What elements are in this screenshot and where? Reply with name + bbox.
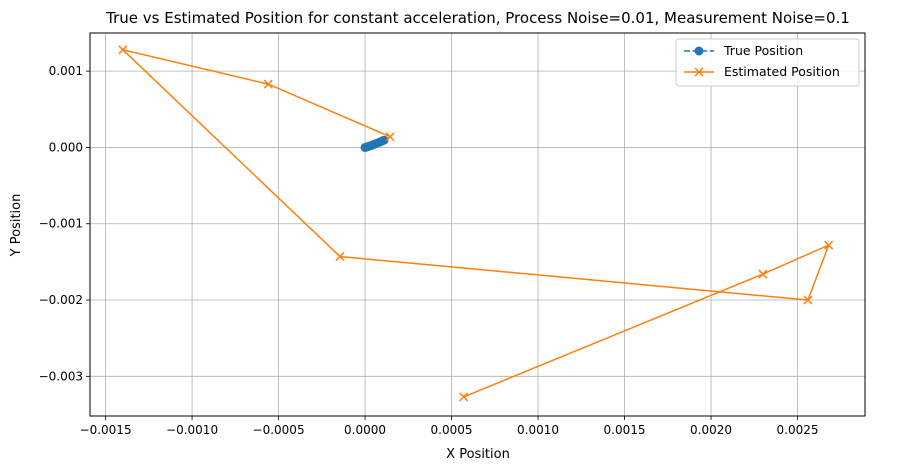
x-tick-label: −0.0015 [80, 423, 132, 437]
x-tick-label: 0.0020 [690, 423, 732, 437]
x-tick-label: −0.0005 [253, 423, 305, 437]
series-line-1 [120, 48, 831, 398]
y-tick-label: −0.002 [39, 293, 83, 307]
legend: True Position Estimated Position [675, 38, 860, 87]
legend-est-marker [694, 67, 704, 77]
grid [90, 33, 865, 416]
data-point [379, 135, 389, 145]
data-point [385, 132, 395, 142]
data-point [758, 269, 768, 279]
legend-box [675, 38, 860, 87]
data-point [459, 392, 469, 402]
y-tick-label: −0.003 [39, 369, 83, 383]
y-ticks: 0.001 0.000 −0.001 −0.002 −0.003 [39, 64, 90, 383]
x-tick-label: 0.0010 [517, 423, 559, 437]
x-tick-label: 0.0000 [344, 423, 386, 437]
x-tick-label: 0.0005 [431, 423, 473, 437]
x-tick-label: −0.0010 [166, 423, 218, 437]
y-tick-label: 0.000 [49, 140, 83, 154]
y-tick-label: −0.001 [39, 217, 83, 231]
data-point [803, 295, 813, 305]
series-layer [118, 45, 834, 402]
x-axis-label: X Position [446, 447, 510, 462]
x-ticks: −0.0015 −0.0010 −0.0005 0.0000 0.0005 0.0010 0… [80, 416, 819, 437]
y-tick-label: 0.001 [49, 64, 83, 78]
legend-true-label: True Position [723, 43, 803, 58]
x-tick-label: 0.0015 [604, 423, 646, 437]
legend-est-label: Estimated Position [724, 64, 840, 79]
x-tick-label: 0.0025 [777, 423, 819, 437]
data-point [263, 79, 273, 89]
data-point [824, 240, 834, 250]
data-point [335, 252, 345, 262]
data-point [118, 45, 128, 55]
chart-title: True vs Estimated Position for constant … [105, 9, 850, 27]
y-axis-label: Y Position [9, 194, 24, 258]
plot-frame [89, 32, 866, 417]
legend-true-marker [694, 46, 704, 56]
